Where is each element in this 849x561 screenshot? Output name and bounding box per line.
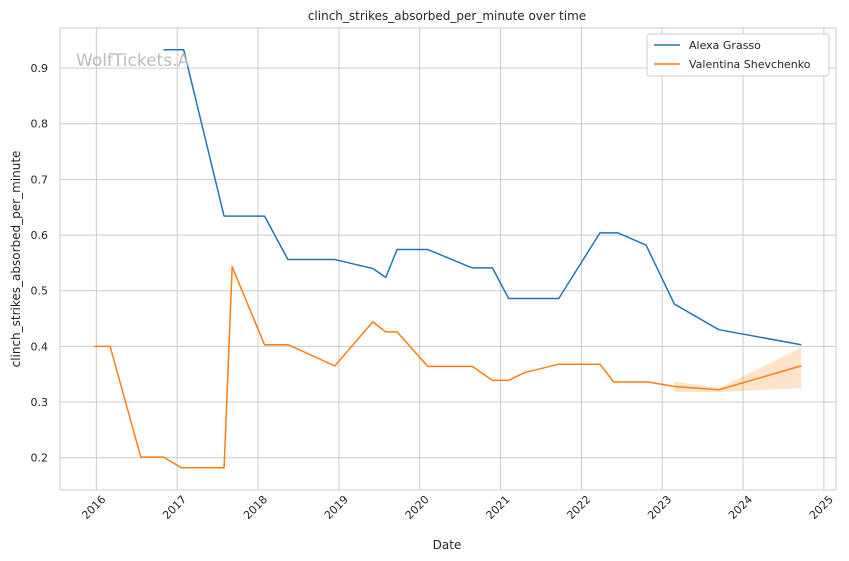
y-tick-label: 0.3	[31, 396, 49, 409]
y-tick-label: 0.2	[31, 452, 49, 465]
legend-label-alexa-grasso: Alexa Grasso	[689, 39, 761, 52]
y-tick-label: 0.5	[31, 285, 49, 298]
series-line-valentina-shevchenko	[93, 266, 802, 469]
series-lines	[93, 48, 802, 469]
y-tick-label: 0.7	[31, 173, 49, 186]
series-line-alexa-grasso	[163, 48, 802, 346]
legend: Alexa Grasso Valentina Shevchenko	[646, 33, 830, 77]
y-tick-label: 0.9	[31, 62, 49, 75]
x-axis-label: Date	[433, 538, 462, 552]
confidence-bands	[674, 347, 802, 393]
watermark-text: WolfTickets.A	[76, 51, 189, 71]
y-tick-label: 0.8	[31, 118, 49, 131]
y-tick-label: 0.6	[31, 229, 49, 242]
y-axis-ticks: 0.2 0.3 0.4 0.5 0.6 0.7 0.8 0.9	[31, 62, 49, 465]
grid	[60, 28, 836, 490]
legend-label-valentina-shevchenko: Valentina Shevchenko	[689, 58, 811, 71]
y-tick-label: 0.4	[31, 340, 49, 353]
axes-frame	[59, 27, 837, 491]
confidence-band-valentina-shevchenko	[674, 347, 802, 393]
y-axis-label: clinch_strikes_absorbed_per_minute	[9, 151, 23, 368]
legend-box	[646, 33, 830, 77]
chart-title: clinch_strikes_absorbed_per_minute over …	[308, 9, 586, 23]
